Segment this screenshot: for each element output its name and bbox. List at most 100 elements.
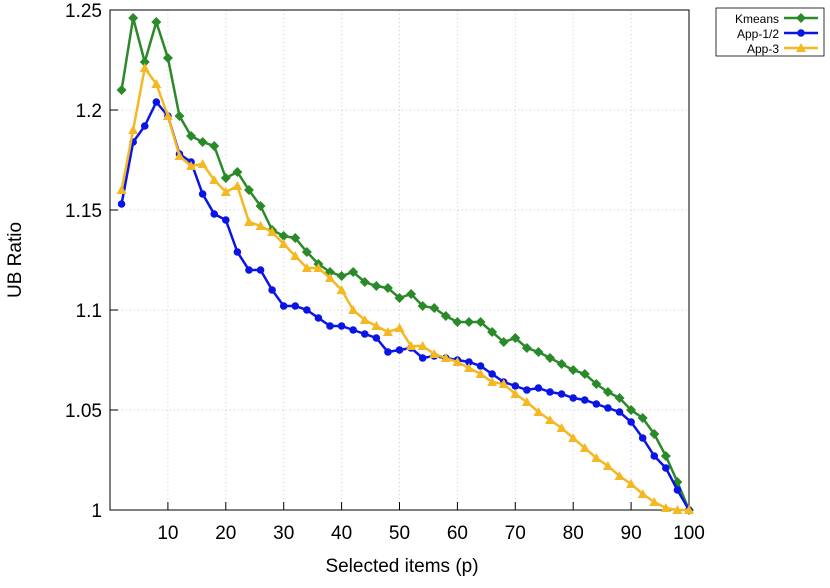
marker bbox=[348, 305, 359, 314]
marker bbox=[186, 161, 197, 170]
marker bbox=[326, 322, 334, 330]
marker bbox=[615, 408, 624, 416]
marker bbox=[278, 231, 289, 241]
marker bbox=[649, 497, 660, 506]
marker bbox=[210, 210, 219, 218]
marker bbox=[556, 359, 567, 369]
x-tick-label: 40 bbox=[331, 523, 352, 544]
marker bbox=[394, 323, 405, 332]
marker bbox=[568, 433, 579, 442]
marker bbox=[498, 337, 509, 347]
marker bbox=[382, 327, 393, 336]
marker bbox=[162, 53, 173, 63]
marker bbox=[557, 390, 566, 398]
marker bbox=[139, 57, 150, 67]
series-line bbox=[120, 99, 691, 511]
marker bbox=[349, 326, 357, 334]
marker bbox=[487, 327, 498, 337]
marker bbox=[591, 379, 602, 389]
marker bbox=[429, 303, 440, 313]
series-line bbox=[120, 64, 689, 512]
marker bbox=[592, 400, 601, 408]
marker bbox=[232, 167, 243, 177]
legend-frame bbox=[715, 7, 825, 57]
marker bbox=[406, 289, 417, 299]
legend-label: App-1/2 bbox=[737, 27, 779, 41]
marker bbox=[197, 159, 208, 168]
marker bbox=[660, 451, 671, 461]
marker bbox=[440, 353, 451, 362]
marker bbox=[384, 348, 392, 356]
marker bbox=[406, 341, 417, 350]
marker bbox=[556, 423, 567, 432]
marker bbox=[243, 185, 254, 195]
marker bbox=[604, 404, 612, 412]
marker bbox=[626, 479, 637, 488]
marker bbox=[197, 137, 208, 147]
marker bbox=[417, 301, 428, 311]
marker bbox=[291, 302, 300, 310]
marker bbox=[534, 384, 543, 392]
marker bbox=[533, 407, 544, 416]
x-tick-label: 90 bbox=[621, 523, 642, 544]
marker bbox=[510, 333, 521, 343]
marker bbox=[314, 314, 323, 322]
marker bbox=[418, 354, 427, 362]
series-line bbox=[120, 17, 691, 511]
marker bbox=[660, 503, 671, 512]
marker bbox=[255, 221, 266, 230]
legend-label: App-3 bbox=[747, 42, 779, 56]
marker bbox=[579, 369, 590, 379]
marker bbox=[463, 363, 474, 372]
marker bbox=[569, 394, 577, 402]
marker bbox=[371, 281, 382, 291]
marker bbox=[336, 285, 347, 294]
marker bbox=[151, 17, 162, 27]
marker bbox=[650, 452, 659, 460]
marker bbox=[209, 141, 220, 151]
marker bbox=[649, 429, 660, 439]
marker bbox=[313, 263, 324, 272]
marker bbox=[614, 393, 625, 403]
marker bbox=[198, 190, 207, 198]
legend-label: Kmeans bbox=[735, 12, 779, 26]
x-tick-label: 50 bbox=[389, 523, 410, 544]
marker bbox=[545, 353, 556, 363]
marker bbox=[452, 357, 463, 366]
marker bbox=[602, 387, 613, 397]
marker bbox=[465, 358, 473, 366]
marker bbox=[245, 266, 253, 274]
marker bbox=[627, 418, 635, 426]
marker bbox=[672, 505, 683, 514]
marker bbox=[637, 489, 648, 498]
marker bbox=[337, 322, 346, 330]
marker bbox=[523, 386, 531, 394]
marker bbox=[359, 277, 370, 287]
marker bbox=[395, 346, 404, 354]
y-tick-label: 1.05 bbox=[65, 401, 102, 422]
marker bbox=[797, 29, 805, 37]
x-tick-label: 60 bbox=[447, 523, 468, 544]
marker bbox=[568, 365, 579, 375]
marker bbox=[301, 247, 312, 257]
marker bbox=[303, 306, 311, 314]
marker bbox=[116, 85, 127, 95]
marker bbox=[662, 464, 670, 472]
x-tick-label: 20 bbox=[215, 523, 236, 544]
marker bbox=[684, 505, 694, 514]
marker bbox=[476, 362, 485, 370]
y-tick-label: 1 bbox=[91, 501, 102, 522]
marker bbox=[325, 273, 336, 282]
marker bbox=[521, 343, 532, 353]
marker bbox=[579, 443, 590, 452]
y-tick-label: 1.2 bbox=[76, 101, 102, 122]
marker bbox=[278, 239, 289, 248]
marker bbox=[626, 405, 637, 415]
marker bbox=[186, 131, 197, 141]
y-tick-label: 1.1 bbox=[76, 301, 102, 322]
marker bbox=[209, 175, 220, 184]
x-tick-label: 10 bbox=[157, 523, 178, 544]
marker bbox=[360, 330, 369, 338]
marker bbox=[128, 13, 139, 23]
